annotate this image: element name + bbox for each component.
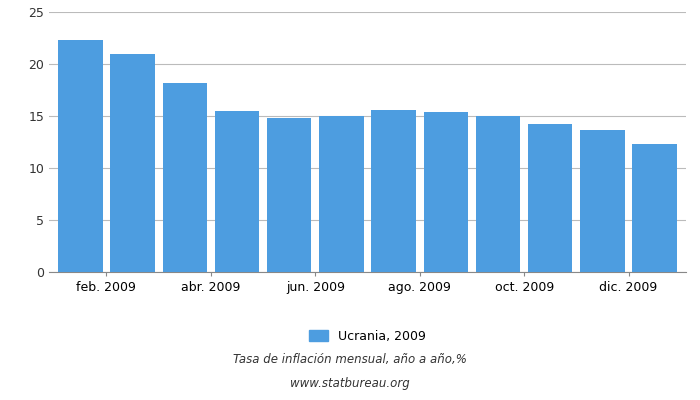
Bar xyxy=(633,144,677,272)
Text: www.statbureau.org: www.statbureau.org xyxy=(290,378,410,390)
Bar xyxy=(215,111,259,272)
Legend: Ucrania, 2009: Ucrania, 2009 xyxy=(304,325,430,348)
Bar xyxy=(580,130,624,272)
Bar xyxy=(528,124,573,272)
Text: Tasa de inflación mensual, año a año,%: Tasa de inflación mensual, año a año,% xyxy=(233,354,467,366)
Bar xyxy=(319,116,363,272)
Bar xyxy=(111,54,155,272)
Bar xyxy=(424,112,468,272)
Bar xyxy=(162,83,207,272)
Bar xyxy=(476,116,520,272)
Bar xyxy=(267,118,312,272)
Bar xyxy=(58,40,102,272)
Bar xyxy=(372,110,416,272)
